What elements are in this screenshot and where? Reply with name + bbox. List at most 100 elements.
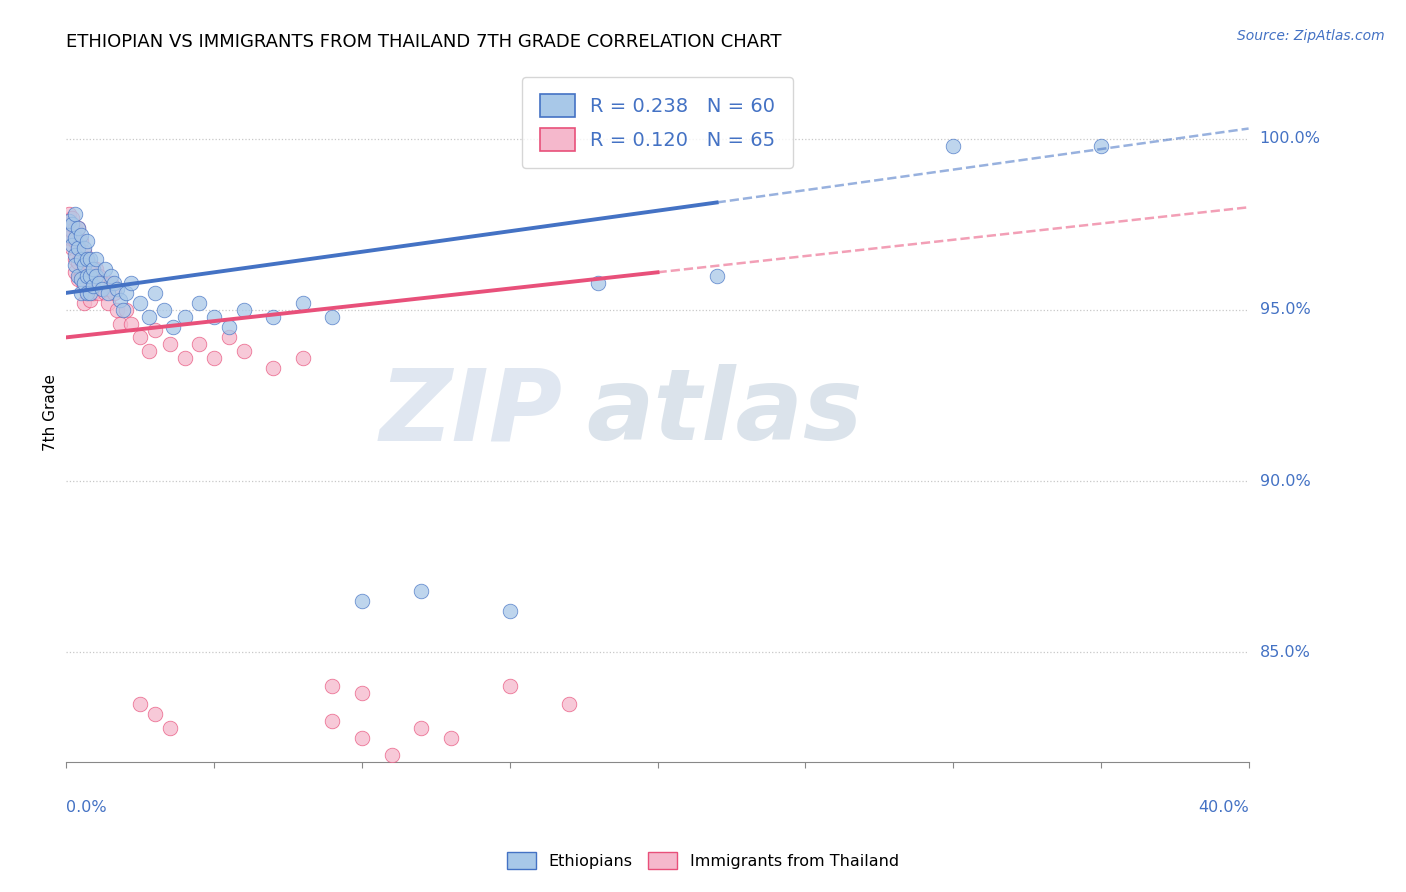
Point [942,138,965,153]
Point [321,714,343,728]
Point [58,214,80,228]
Point [291,296,314,310]
Point [70,235,93,249]
Point [60,238,83,252]
Point [70,285,93,300]
Point [60,211,83,225]
Point [79,285,101,300]
Point [67,220,90,235]
Point [87,268,110,283]
Point [65,252,87,266]
Point [67,268,90,283]
Point [58,231,80,245]
Text: 90.0%: 90.0% [1260,474,1310,489]
Point [138,310,160,324]
Point [321,310,343,324]
Point [350,686,373,700]
Point [350,731,373,745]
Point [65,235,87,249]
Point [90,276,112,290]
Point [84,268,107,283]
Point [291,351,314,365]
Point [58,218,80,232]
Point [84,279,107,293]
Point [100,276,122,290]
Point [121,276,143,290]
Point [82,261,104,276]
Point [79,276,101,290]
Point [218,320,240,334]
Point [73,296,96,310]
Point [58,227,80,242]
Point [73,261,96,276]
Point [79,268,101,283]
Point [100,268,122,283]
Point [67,255,90,269]
Point [79,293,101,307]
Text: 95.0%: 95.0% [1260,302,1310,318]
Point [65,231,87,245]
Y-axis label: 7th Grade: 7th Grade [44,374,58,451]
Point [108,293,131,307]
Point [262,310,284,324]
Point [138,344,160,359]
Point [65,207,87,221]
Point [76,252,98,266]
Point [76,268,98,283]
Point [129,697,152,711]
Point [70,252,93,266]
Text: Source: ZipAtlas.com: Source: ZipAtlas.com [1237,29,1385,43]
Point [94,261,117,276]
Legend: Ethiopians, Immigrants from Thailand: Ethiopians, Immigrants from Thailand [501,846,905,875]
Point [70,227,93,242]
Point [82,279,104,293]
Point [67,241,90,255]
Point [588,276,610,290]
Point [73,279,96,293]
Point [70,272,93,286]
Point [82,268,104,283]
Point [105,302,128,317]
Point [129,296,152,310]
Point [499,604,522,618]
Point [121,317,143,331]
Point [67,272,90,286]
Point [103,285,125,300]
Point [143,706,166,721]
Point [409,583,432,598]
Point [499,680,522,694]
Point [73,244,96,259]
Point [94,285,117,300]
Point [97,285,120,300]
Point [103,276,125,290]
Point [159,337,181,351]
Point [232,302,254,317]
Point [60,224,83,238]
Point [70,268,93,283]
Point [84,261,107,276]
Point [67,220,90,235]
Point [321,680,343,694]
Text: ETHIOPIAN VS IMMIGRANTS FROM THAILAND 7TH GRADE CORRELATION CHART: ETHIOPIAN VS IMMIGRANTS FROM THAILAND 7T… [66,33,782,51]
Point [76,285,98,300]
Point [67,238,90,252]
Point [65,265,87,279]
Point [173,310,195,324]
Point [76,235,98,249]
Point [558,697,581,711]
Point [350,594,373,608]
Point [108,317,131,331]
Point [65,220,87,235]
Point [202,351,225,365]
Point [218,330,240,344]
Text: 0.0%: 0.0% [66,800,107,815]
Point [87,285,110,300]
Text: 85.0%: 85.0% [1260,645,1310,660]
Point [87,276,110,290]
Legend: R = 0.238   N = 60, R = 0.120   N = 65: R = 0.238 N = 60, R = 0.120 N = 65 [522,77,793,169]
Point [65,259,87,273]
Point [97,296,120,310]
Point [76,285,98,300]
Point [111,302,134,317]
Point [76,252,98,266]
